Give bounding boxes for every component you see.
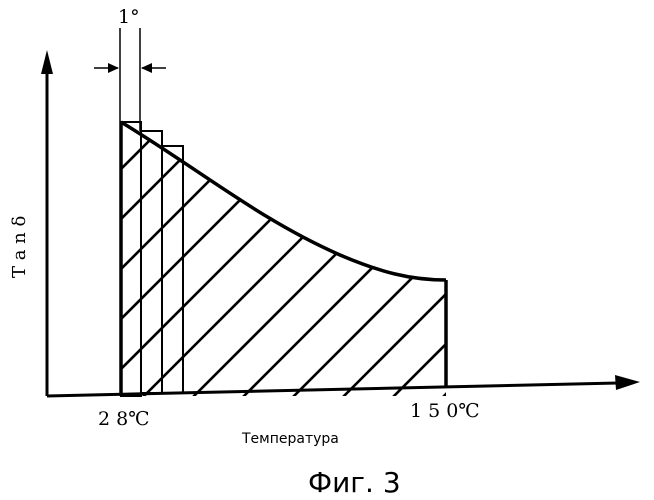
tick-label-end: 1 5 0℃ xyxy=(410,400,480,422)
y-axis xyxy=(41,50,53,396)
y-axis-label: T a n δ xyxy=(9,216,30,278)
y-axis-arrowhead xyxy=(41,50,53,74)
x-axis-arrowhead xyxy=(615,375,640,390)
dimension-arrow-left xyxy=(141,63,152,73)
figure-caption: Фиг. 3 xyxy=(308,466,401,499)
hatched-area xyxy=(80,0,654,420)
increment-label: 1° xyxy=(118,6,140,28)
increment-strip-2 xyxy=(141,131,162,393)
dimension-arrow-right xyxy=(108,63,119,73)
x-axis xyxy=(47,375,640,396)
tick-label-start: 2 8℃ xyxy=(98,408,149,430)
increment-dimension xyxy=(94,28,166,131)
increment-strip-3 xyxy=(162,146,183,393)
x-axis-label: Температура xyxy=(241,431,339,447)
